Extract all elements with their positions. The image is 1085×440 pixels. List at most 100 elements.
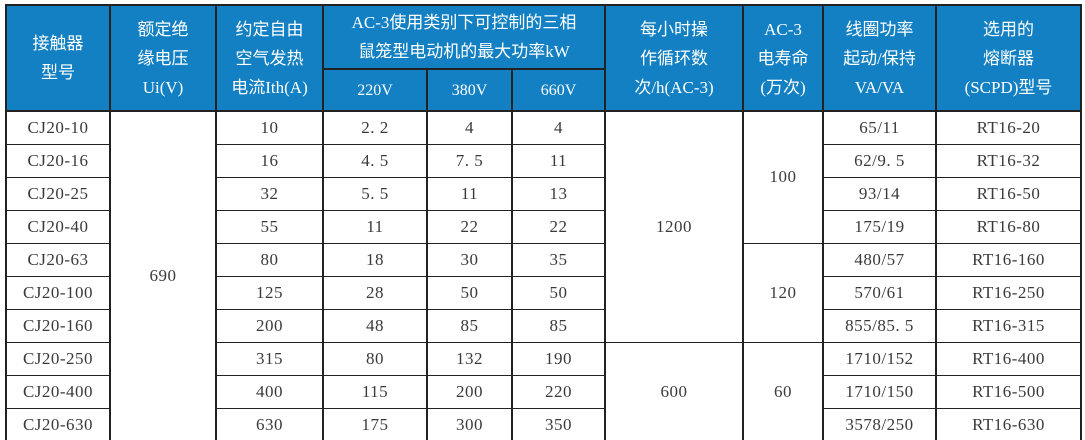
header-thermal-current: 约定自由 空气发热 电流Ith(A): [215, 4, 324, 112]
cell-model: CJ20-100: [5, 275, 111, 310]
cell-fuse: RT16-315: [935, 308, 1082, 343]
cell-p220: 4. 5: [322, 143, 428, 178]
header-model: 接触器 型号: [5, 4, 111, 112]
cell-model: CJ20-16: [5, 143, 111, 178]
cell-p380: 300: [426, 407, 513, 440]
table-row: CJ20-40 55 11 22 22 175/19 RT16-80: [5, 209, 1082, 244]
cell-p660: 35: [511, 242, 606, 277]
cell-p380: 11: [426, 176, 513, 211]
cell-p220: 175: [322, 407, 428, 440]
contactor-spec-table: 接触器 型号 额定绝 缘电压 Ui(V) 约定自由 空气发热 电流Ith(A) …: [5, 4, 1082, 440]
cell-fuse: RT16-50: [935, 176, 1082, 211]
cell-coil: 570/61: [822, 275, 937, 310]
cell-p220: 11: [322, 209, 428, 244]
cell-cycles-merged: 1200: [604, 110, 744, 343]
cell-ith: 400: [215, 374, 324, 409]
header-coil-line1: 线圈功率: [845, 19, 914, 39]
table-header: 接触器 型号 额定绝 缘电压 Ui(V) 约定自由 空气发热 电流Ith(A) …: [5, 4, 1082, 112]
header-380v: 380V: [426, 68, 513, 112]
header-220v: 220V: [322, 68, 428, 112]
cell-model: CJ20-25: [5, 176, 111, 211]
header-life-line2: 电寿命: [757, 48, 809, 68]
cell-ith: 315: [215, 341, 324, 376]
header-ac3-line2: 鼠笼型电动机的最大功率kW: [358, 42, 570, 61]
cell-model: CJ20-400: [5, 374, 111, 409]
cell-ui-merged: 690: [109, 110, 217, 440]
header-ui-line2: 缘电压: [137, 48, 189, 68]
cell-p220: 48: [322, 308, 428, 343]
cell-p380: 7. 5: [426, 143, 513, 178]
cell-p660: 4: [511, 110, 606, 145]
header-ac3-max-power-group: AC-3使用类别下可控制的三相 鼠笼型电动机的最大功率kW: [322, 4, 606, 70]
cell-coil: 175/19: [822, 209, 937, 244]
cell-cycles-merged: 600: [604, 341, 744, 440]
header-fuse-line1: 选用的: [983, 19, 1034, 39]
header-coil-line3: VA/VA: [854, 77, 905, 97]
header-cycles-line2: 作循环数: [640, 48, 708, 68]
cell-fuse: RT16-500: [935, 374, 1082, 409]
cell-model: CJ20-630: [5, 407, 111, 440]
header-model-line2: 型号: [41, 63, 75, 82]
cell-p220: 115: [322, 374, 428, 409]
table-row: CJ20-630 630 175 300 350 3578/250 RT16-6…: [5, 407, 1082, 440]
cell-coil: 62/9. 5: [822, 143, 937, 178]
cell-p660: 85: [511, 308, 606, 343]
cell-p660: 11: [511, 143, 606, 178]
cell-coil: 1710/152: [822, 341, 937, 376]
table-row: CJ20-100 125 28 50 50 570/61 RT16-250: [5, 275, 1082, 310]
header-life-line1: AC-3: [764, 19, 802, 39]
cell-fuse: RT16-20: [935, 110, 1082, 145]
table-row: CJ20-16 16 4. 5 7. 5 11 62/9. 5 RT16-32: [5, 143, 1082, 178]
cell-fuse: RT16-32: [935, 143, 1082, 178]
cell-p660: 13: [511, 176, 606, 211]
cell-p660: 220: [511, 374, 606, 409]
cell-ith: 32: [215, 176, 324, 211]
header-ui-line1: 额定绝: [137, 19, 189, 39]
header-electrical-life: AC-3 电寿命 (万次): [742, 4, 824, 112]
header-row-sub: 220V 380V 660V: [6, 68, 1081, 112]
header-fuse-line3: (SCPD)型号: [964, 77, 1053, 97]
header-ui-line3: Ui(V): [142, 77, 184, 97]
cell-fuse: RT16-400: [935, 341, 1082, 376]
cell-p380: 30: [426, 242, 513, 277]
header-ith-line3: 电流Ith(A): [231, 77, 308, 97]
cell-p380: 22: [426, 209, 513, 244]
cell-model: CJ20-160: [5, 308, 111, 343]
table-row: CJ20-25 32 5. 5 11 13 93/14 RT16-50: [5, 176, 1082, 211]
cell-model: CJ20-40: [5, 209, 111, 244]
cell-coil: 1710/150: [822, 374, 937, 409]
cell-p220: 5. 5: [322, 176, 428, 211]
table-row: CJ20-10 690 10 2. 2 4 4 1200 100 65/11 R…: [5, 110, 1082, 440]
header-660v: 660V: [511, 68, 606, 112]
cell-ith: 200: [215, 308, 324, 343]
header-row-main: 接触器 型号 额定绝 缘电压 Ui(V) 约定自由 空气发热 电流Ith(A) …: [5, 4, 1082, 112]
cell-p380: 4: [426, 110, 513, 145]
header-ac3-line1: AC-3使用类别下可控制的三相: [351, 13, 577, 32]
cell-p660: 350: [511, 407, 606, 440]
cell-ith: 80: [215, 242, 324, 277]
cell-p380: 85: [426, 308, 513, 343]
cell-life-merged: 120: [742, 242, 824, 343]
cell-fuse: RT16-80: [935, 209, 1082, 244]
cell-fuse: RT16-160: [935, 242, 1082, 277]
table-row: CJ20-63 80 18 30 35 120 480/57 RT16-160: [5, 242, 1082, 343]
cell-ith: 125: [215, 275, 324, 310]
cell-ith: 55: [215, 209, 324, 244]
cell-coil: 3578/250: [822, 407, 937, 440]
cell-coil: 855/85. 5: [822, 308, 937, 343]
cell-p220: 2. 2: [322, 110, 428, 145]
cell-p660: 50: [511, 275, 606, 310]
cell-model: CJ20-250: [5, 341, 111, 376]
cell-ith: 16: [215, 143, 324, 178]
cell-coil: 480/57: [822, 242, 937, 277]
table-row: CJ20-400 400 115 200 220 1710/150 RT16-5…: [5, 374, 1082, 409]
cell-p380: 200: [426, 374, 513, 409]
cell-p380: 50: [426, 275, 513, 310]
header-coil-power: 线圈功率 起动/保持 VA/VA: [822, 4, 937, 112]
header-model-line1: 接触器: [32, 34, 84, 53]
header-ith-line2: 空气发热: [235, 48, 304, 68]
cell-life-merged: 100: [742, 110, 824, 244]
cell-p220: 28: [322, 275, 428, 310]
cell-fuse: RT16-250: [935, 275, 1082, 310]
cell-p220: 80: [322, 341, 428, 376]
